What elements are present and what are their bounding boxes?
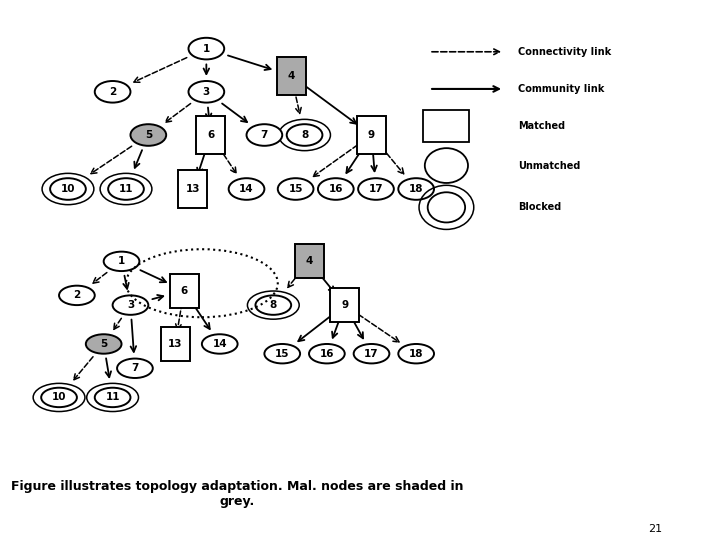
- FancyBboxPatch shape: [169, 273, 199, 308]
- Circle shape: [398, 344, 434, 363]
- Text: 16: 16: [328, 184, 343, 194]
- Text: 14: 14: [212, 339, 227, 349]
- Circle shape: [59, 286, 95, 305]
- Circle shape: [287, 124, 323, 146]
- Text: Connectivity link: Connectivity link: [518, 47, 612, 57]
- Text: 3: 3: [127, 300, 134, 310]
- Circle shape: [112, 295, 148, 315]
- Circle shape: [108, 178, 144, 200]
- Circle shape: [95, 388, 130, 407]
- FancyBboxPatch shape: [330, 288, 359, 322]
- Text: 14: 14: [239, 184, 254, 194]
- Text: 17: 17: [369, 184, 383, 194]
- Text: 15: 15: [275, 349, 289, 359]
- Text: 1: 1: [118, 256, 125, 266]
- Text: 7: 7: [131, 363, 139, 373]
- Circle shape: [278, 178, 313, 200]
- Text: 9: 9: [368, 130, 375, 140]
- Circle shape: [202, 334, 238, 354]
- Circle shape: [189, 38, 224, 59]
- Circle shape: [318, 178, 354, 200]
- Circle shape: [246, 124, 282, 146]
- Text: 15: 15: [289, 184, 303, 194]
- Text: 2: 2: [73, 291, 81, 300]
- Text: 13: 13: [186, 184, 200, 194]
- Circle shape: [41, 388, 77, 407]
- Circle shape: [309, 344, 345, 363]
- Text: Community link: Community link: [518, 84, 605, 94]
- FancyBboxPatch shape: [179, 170, 207, 208]
- FancyBboxPatch shape: [423, 110, 469, 143]
- Text: 5: 5: [100, 339, 107, 349]
- Text: 11: 11: [119, 184, 133, 194]
- FancyBboxPatch shape: [294, 244, 323, 279]
- Circle shape: [95, 81, 130, 103]
- Text: Figure illustrates topology adaptation. Mal. nodes are shaded in
grey.: Figure illustrates topology adaptation. …: [12, 480, 464, 508]
- Circle shape: [104, 252, 140, 271]
- Text: 2: 2: [109, 87, 116, 97]
- Text: Matched: Matched: [518, 121, 565, 131]
- Text: 21: 21: [648, 524, 662, 534]
- Circle shape: [256, 295, 291, 315]
- Circle shape: [354, 344, 390, 363]
- Text: 13: 13: [168, 339, 182, 349]
- Circle shape: [358, 178, 394, 200]
- Circle shape: [50, 178, 86, 200]
- Circle shape: [425, 148, 468, 183]
- Circle shape: [229, 178, 264, 200]
- Text: 5: 5: [145, 130, 152, 140]
- Text: 6: 6: [207, 130, 215, 140]
- Circle shape: [130, 124, 166, 146]
- Text: 18: 18: [409, 349, 423, 359]
- Text: 8: 8: [301, 130, 308, 140]
- FancyBboxPatch shape: [276, 57, 306, 94]
- Circle shape: [264, 344, 300, 363]
- Text: 1: 1: [203, 44, 210, 53]
- Text: 4: 4: [287, 71, 295, 80]
- Text: Unmatched: Unmatched: [518, 160, 581, 171]
- Circle shape: [117, 359, 153, 378]
- Circle shape: [86, 334, 122, 354]
- FancyBboxPatch shape: [357, 116, 386, 154]
- Text: 4: 4: [305, 256, 312, 266]
- Text: 6: 6: [181, 286, 188, 295]
- Text: 9: 9: [341, 300, 348, 310]
- FancyBboxPatch shape: [197, 116, 225, 154]
- Text: Blocked: Blocked: [518, 202, 562, 212]
- Text: 10: 10: [60, 184, 75, 194]
- Text: 8: 8: [270, 300, 277, 310]
- Circle shape: [398, 178, 434, 200]
- Text: 11: 11: [105, 393, 120, 402]
- FancyBboxPatch shape: [161, 327, 189, 361]
- Circle shape: [189, 81, 224, 103]
- Text: 17: 17: [364, 349, 379, 359]
- Text: 10: 10: [52, 393, 66, 402]
- Text: 16: 16: [320, 349, 334, 359]
- Circle shape: [428, 192, 465, 222]
- Text: 3: 3: [203, 87, 210, 97]
- Text: 7: 7: [261, 130, 268, 140]
- Text: 18: 18: [409, 184, 423, 194]
